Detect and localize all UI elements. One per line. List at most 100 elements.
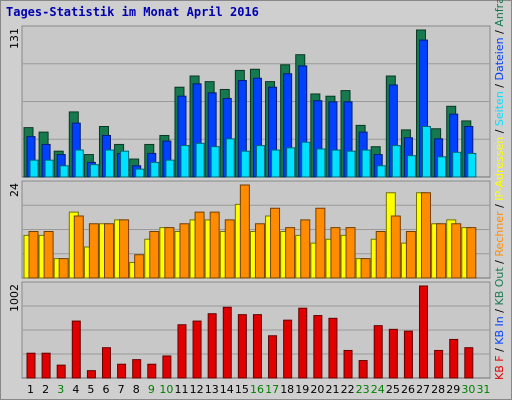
- x-tick-label-day-31: 31: [476, 383, 490, 396]
- bar-besuche-day-1: [28, 231, 39, 279]
- bar-kbf-day-27: [419, 285, 429, 379]
- bar-seiten-day-24: [376, 165, 386, 178]
- x-tick-label-day-17: 17: [265, 383, 279, 396]
- x-tick-label-day-19: 19: [295, 383, 309, 396]
- x-tick-label-day-2: 2: [42, 383, 49, 396]
- bar-seiten-day-27: [422, 126, 432, 178]
- bar-besuche-day-14: [224, 219, 235, 279]
- bar-kbf-day-28: [434, 349, 444, 379]
- bar-besuche-day-8: [134, 254, 145, 279]
- legend-item-3: /: [493, 306, 506, 317]
- bar-besuche-day-28: [436, 223, 447, 279]
- bar-seiten-day-4: [74, 149, 84, 178]
- bar-besuche-day-10: [164, 227, 175, 279]
- x-tick-label-day-11: 11: [175, 383, 189, 396]
- legend-item-14: Anfragen: [493, 0, 506, 27]
- legend-item-9: /: [493, 126, 506, 137]
- x-tick-label-day-26: 26: [401, 383, 415, 396]
- bar-seiten-day-29: [452, 151, 462, 178]
- x-tick-label-day-4: 4: [72, 383, 79, 396]
- x-tick-label-day-12: 12: [190, 383, 204, 396]
- bar-kbf-day-2: [41, 352, 51, 379]
- bar-kbf-day-3: [56, 364, 66, 379]
- bar-kbf-day-30: [464, 347, 474, 379]
- bar-besuche-day-24: [375, 231, 386, 279]
- x-tick-label-day-8: 8: [133, 383, 140, 396]
- bar-kbf-day-20: [313, 315, 323, 379]
- bar-besuche-day-20: [315, 207, 326, 279]
- bar-seiten-day-17: [271, 149, 281, 178]
- legend-item-0: KB F: [493, 355, 506, 380]
- bar-seiten-day-16: [255, 145, 265, 178]
- bar-besuche-day-12: [194, 211, 205, 279]
- bar-besuche-day-4: [73, 215, 84, 279]
- bar-seiten-day-26: [406, 155, 416, 178]
- bar-seiten-day-2: [44, 159, 54, 178]
- bar-seiten-day-1: [29, 159, 39, 178]
- bar-kbf-day-21: [328, 317, 338, 379]
- x-tick-label-day-13: 13: [205, 383, 219, 396]
- bar-kbf-day-8: [132, 359, 142, 379]
- bar-seiten-day-15: [240, 150, 250, 178]
- x-tick-label-day-14: 14: [220, 383, 234, 396]
- bar-seiten-day-22: [346, 150, 356, 178]
- bar-kbf-day-6: [101, 347, 111, 379]
- bar-kbf-day-22: [343, 349, 353, 379]
- legend-item-1: /: [493, 345, 506, 356]
- bar-besuche-day-6: [103, 223, 114, 279]
- bar-besuche-day-29: [451, 223, 462, 279]
- bar-kbf-day-10: [162, 355, 172, 379]
- bar-seiten-day-10: [165, 159, 175, 178]
- bar-besuche-day-7: [119, 219, 130, 279]
- x-tick-label-day-22: 22: [341, 383, 355, 396]
- bar-besuche-day-23: [360, 258, 371, 279]
- panel-3-y-max-label: 1002: [8, 284, 21, 312]
- bar-seiten-day-13: [210, 146, 220, 178]
- x-tick-label-day-16: 16: [250, 383, 264, 396]
- bar-besuche-day-25: [390, 215, 401, 279]
- bar-seiten-day-12: [195, 142, 205, 178]
- bar-seiten-day-8: [135, 168, 145, 178]
- x-tick-label-day-6: 6: [103, 383, 110, 396]
- x-tick-label-day-23: 23: [356, 383, 370, 396]
- panel-2-y-max-label: 24: [8, 183, 21, 197]
- legend-item-10: Seiten: [493, 91, 506, 126]
- x-tick-label-day-5: 5: [87, 383, 94, 396]
- bar-seiten-day-18: [286, 147, 296, 178]
- x-tick-label-day-3: 3: [57, 383, 64, 396]
- vertical-legend: KB F / KB In / KB Out / Rechner / IP-Adr…: [493, 0, 506, 380]
- x-tick-label-day-24: 24: [371, 383, 385, 396]
- x-tick-label-day-15: 15: [235, 383, 249, 396]
- bar-besuche-day-18: [285, 227, 296, 279]
- bar-kbf-day-1: [26, 352, 36, 379]
- bar-kbf-day-24: [373, 325, 383, 379]
- bar-seiten-day-9: [150, 161, 160, 178]
- chart-title: Tages-Statistik im Monat April 2016: [6, 5, 259, 19]
- x-tick-label-day-30: 30: [461, 383, 475, 396]
- x-tick-label-day-25: 25: [386, 383, 400, 396]
- bar-besuche-day-22: [345, 227, 356, 279]
- bar-seiten-day-21: [331, 149, 341, 178]
- bar-kbf-day-19: [298, 307, 308, 379]
- bar-besuche-day-16: [254, 223, 265, 279]
- bar-seiten-day-5: [89, 164, 99, 178]
- bar-kbf-day-9: [147, 363, 157, 379]
- legend-item-2: KB In: [493, 316, 506, 345]
- legend-item-5: /: [493, 257, 506, 268]
- bar-besuche-day-15: [239, 184, 250, 279]
- bar-besuche-day-5: [88, 223, 99, 279]
- x-tick-label-day-18: 18: [280, 383, 294, 396]
- bar-seiten-day-11: [180, 145, 190, 178]
- bar-seiten-day-28: [437, 156, 447, 178]
- x-tick-label-day-10: 10: [159, 383, 173, 396]
- x-tick-label-day-7: 7: [118, 383, 125, 396]
- bar-kbf-day-18: [283, 319, 293, 379]
- bar-seiten-day-30: [467, 152, 477, 178]
- x-tick-label-day-9: 9: [148, 383, 155, 396]
- bar-kbf-day-12: [192, 320, 202, 379]
- bar-besuche-day-21: [330, 227, 341, 279]
- bar-kbf-day-5: [86, 370, 96, 379]
- bar-besuche-day-13: [209, 211, 220, 279]
- bar-kbf-day-26: [403, 330, 413, 379]
- bar-kbf-day-23: [358, 360, 368, 379]
